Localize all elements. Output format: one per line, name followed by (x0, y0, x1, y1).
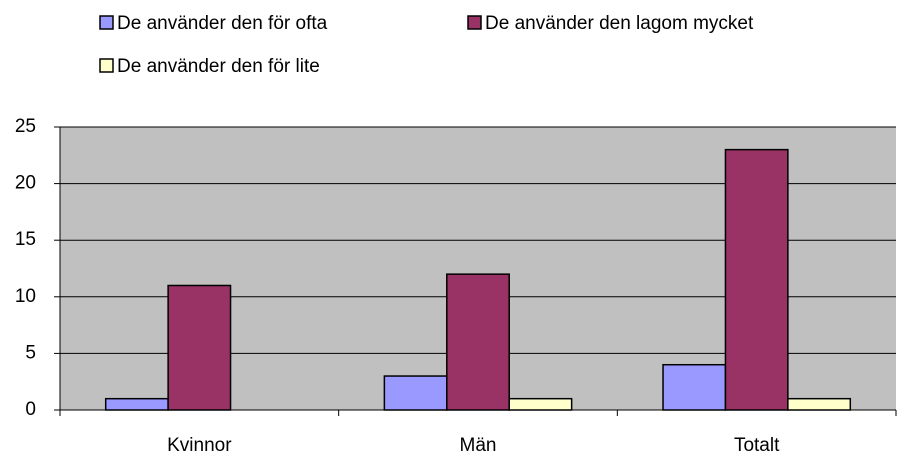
legend-label: De använder den lagom mycket (485, 13, 754, 34)
legend-swatch (99, 15, 114, 30)
y-tick-label: 15 (15, 229, 36, 250)
bar (724, 148, 789, 411)
legend-swatch (99, 58, 114, 73)
bar (508, 397, 573, 411)
bar (787, 397, 852, 411)
x-tick-label: Män (460, 435, 497, 456)
legend-label: De använder den för ofta (117, 13, 328, 34)
y-tick-label: 20 (15, 173, 36, 194)
y-tick-label: 10 (15, 286, 36, 307)
y-tick-label: 5 (25, 342, 36, 363)
y-tick-label: 25 (15, 116, 36, 137)
bar (383, 375, 448, 411)
bar (167, 284, 232, 411)
legend-swatch (467, 15, 482, 30)
bar (104, 397, 169, 411)
x-tick-label: Kvinnor (167, 435, 232, 456)
bar (446, 273, 510, 411)
legend-label: De använder den för lite (117, 56, 320, 77)
bar (662, 363, 727, 411)
x-tick-label: Totalt (734, 435, 780, 456)
y-tick-label: 0 (25, 399, 36, 420)
